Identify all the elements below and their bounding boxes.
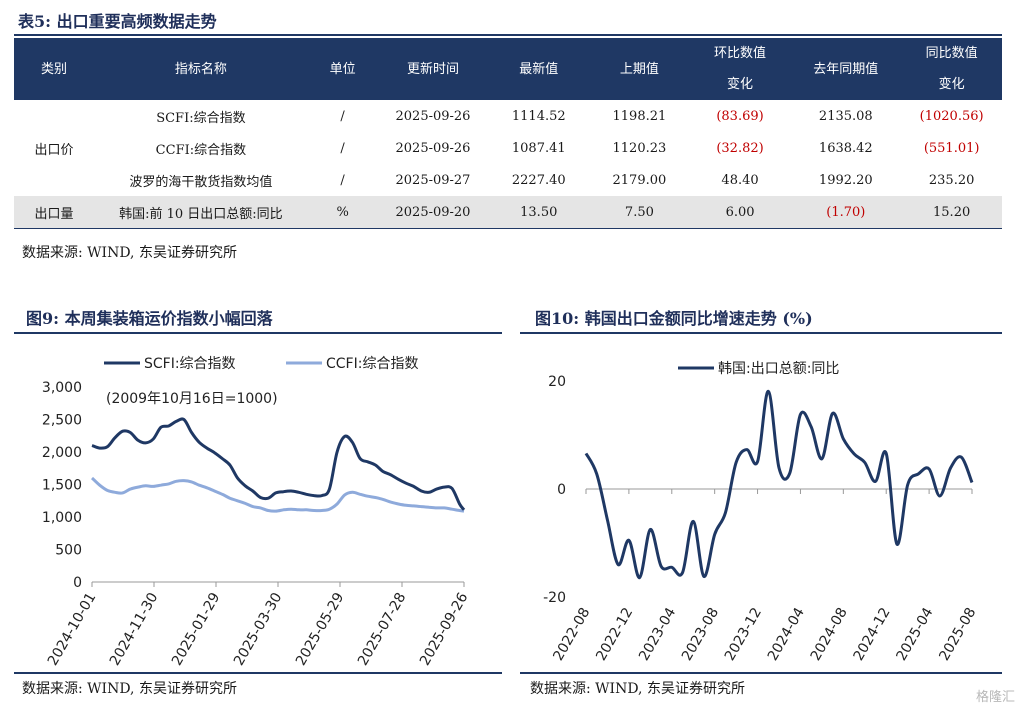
y-tick-label: 2,500: [42, 413, 82, 429]
col-unit: 单位: [307, 38, 378, 100]
col-name: 指标名称: [94, 38, 308, 100]
fig9-bottom-rule: [14, 672, 502, 674]
col-category: 类别: [14, 38, 95, 100]
cell-yoy-prev: 1638.42: [818, 140, 873, 156]
cell-date: 2025-09-27: [395, 172, 471, 188]
fig10-bottom-rule: [520, 672, 1002, 674]
fig9-title: 图9: 本周集装箱运价指数小幅回落: [26, 309, 273, 328]
x-tick-label: 2022-12: [593, 605, 636, 664]
col-yoy: 同比数值 变化: [901, 38, 1002, 100]
cell-latest: 2227.40: [511, 172, 566, 188]
cell-name: 波罗的海干散货指数均值: [129, 174, 273, 190]
cell-unit: /: [340, 108, 345, 124]
legend-label: SCFI:综合指数: [144, 356, 236, 372]
col-yoy-label: 同比数值 变化: [925, 46, 978, 92]
cell-yoy: (551.01): [923, 140, 980, 156]
cell-prev: 7.50: [589, 196, 690, 229]
cell-prev: 1198.21: [612, 108, 667, 124]
cell-name: 韩国:前 10 日出口总额:同比: [94, 196, 308, 229]
y-tick-label: 3,000: [42, 380, 82, 396]
x-tick-label: 2025-04: [893, 605, 936, 664]
export-data-table: 类别 指标名称 单位 更新时间 最新值 上期值 环比数值 变化 去年同期值 同比…: [14, 38, 1002, 229]
cell-latest: 13.50: [488, 196, 590, 229]
y-tick-label: 500: [55, 543, 82, 559]
cell-mom: 6.00: [689, 196, 791, 229]
y-tick-label: 1,000: [42, 510, 82, 526]
cell-latest: 1087.41: [511, 140, 566, 156]
x-tick-label: 2023-08: [679, 605, 722, 664]
col-mom-label: 环比数值 变化: [714, 46, 767, 92]
table-row: 波罗的海干散货指数均值 / 2025-09-27 2227.40 2179.00…: [14, 164, 1002, 196]
cell-date: 2025-09-20: [377, 196, 489, 229]
cell-prev: 1120.23: [612, 140, 667, 156]
x-tick-label: 2025-01-29: [169, 590, 224, 668]
x-tick-label: 2025-03-30: [231, 590, 286, 668]
series-line: [90, 476, 465, 513]
x-tick-label: 2025-08: [936, 605, 979, 664]
category-label: 出口价: [34, 142, 74, 158]
chart-annotation: (2009年10月16日=1000): [106, 391, 278, 407]
x-tick-label: 2025-09-26: [417, 590, 472, 669]
cell-date: 2025-09-26: [395, 108, 471, 124]
x-tick-label: 2024-04: [765, 605, 808, 664]
table-source: 数据来源: WIND, 东吴证券研究所: [22, 245, 237, 261]
cell-date: 2025-09-26: [395, 140, 471, 156]
series-line: [91, 417, 466, 511]
col-date: 更新时间: [377, 38, 489, 100]
x-tick-label: 2025-05-29: [293, 590, 348, 668]
fig9-source: 数据来源: WIND, 东吴证券研究所: [22, 681, 237, 697]
x-tick-label: 2024-11-30: [107, 590, 162, 668]
cell-yoy: 235.20: [928, 172, 975, 188]
cell-yoy-prev: (1.70): [790, 196, 902, 229]
cell-name: SCFI:综合指数: [156, 110, 246, 126]
x-tick-label: 2023-04: [636, 605, 679, 664]
cell-name: CCFI:综合指数: [155, 142, 247, 158]
cell-yoy-prev: 2135.08: [818, 108, 873, 124]
col-yoy-prev: 去年同期值: [790, 38, 902, 100]
x-tick-label: 2023-12: [722, 605, 765, 664]
table-row: CCFI:综合指数 / 2025-09-26 1087.41 1120.23 (…: [14, 132, 1002, 164]
x-tick-label: 2024-08: [808, 605, 851, 664]
fig10-title: 图10: 韩国出口金额同比增速走势 (%): [535, 309, 813, 328]
legend-label: 韩国:出口总额:同比: [718, 361, 839, 377]
fig10-chart: -20 0 20 2022-08 2022-12 2023-04 2023-08 2023-1…: [543, 361, 979, 664]
col-prev: 上期值: [589, 38, 690, 100]
cell-yoy: (1020.56): [919, 108, 984, 124]
cell-mom: (32.82): [716, 140, 764, 156]
x-tick-label: 2025-07-28: [355, 590, 410, 668]
cell-unit: %: [307, 196, 378, 229]
cell-category: 出口价: [14, 100, 94, 196]
y-tick-label: 0: [73, 575, 82, 591]
cell-category: 出口量: [14, 196, 95, 229]
y-tick-label: -20: [543, 590, 566, 606]
cell-unit: /: [340, 140, 345, 156]
fig10-title-rule: [520, 332, 1002, 334]
cell-prev: 2179.00: [612, 172, 667, 188]
cell-mom: (83.69): [716, 108, 764, 124]
x-tick-label: 2022-08: [550, 605, 593, 664]
cell-yoy-prev: 1992.20: [818, 172, 873, 188]
legend-label: CCFI:综合指数: [326, 356, 418, 372]
fig10-source: 数据来源: WIND, 东吴证券研究所: [530, 681, 745, 697]
table-title-rule: [14, 34, 1002, 36]
table-title: 表5: 出口重要高频数据走势: [18, 12, 217, 31]
y-tick-label: 0: [557, 482, 566, 498]
col-latest: 最新值: [488, 38, 590, 100]
cell-yoy: 15.20: [901, 196, 1002, 229]
table-row: 出口量 韩国:前 10 日出口总额:同比 % 2025-09-20 13.50 …: [14, 196, 1002, 229]
col-mom: 环比数值 变化: [689, 38, 791, 100]
series-line: [584, 389, 974, 580]
cell-latest: 1114.52: [511, 108, 566, 124]
y-tick-label: 1,500: [42, 478, 82, 494]
x-tick-label: 2024-12: [851, 605, 894, 664]
cell-unit: /: [340, 172, 345, 188]
y-tick-label: 2,000: [42, 445, 82, 461]
fig9-title-rule: [14, 332, 502, 334]
table-row: 出口价 SCFI:综合指数 / 2025-09-26 1114.52 1198.…: [14, 100, 1002, 158]
watermark-logo: 格隆汇: [975, 690, 1015, 705]
cell-mom: 48.40: [721, 172, 759, 188]
x-tick-label: 2024-10-01: [45, 590, 100, 668]
y-tick-label: 20: [548, 374, 566, 390]
